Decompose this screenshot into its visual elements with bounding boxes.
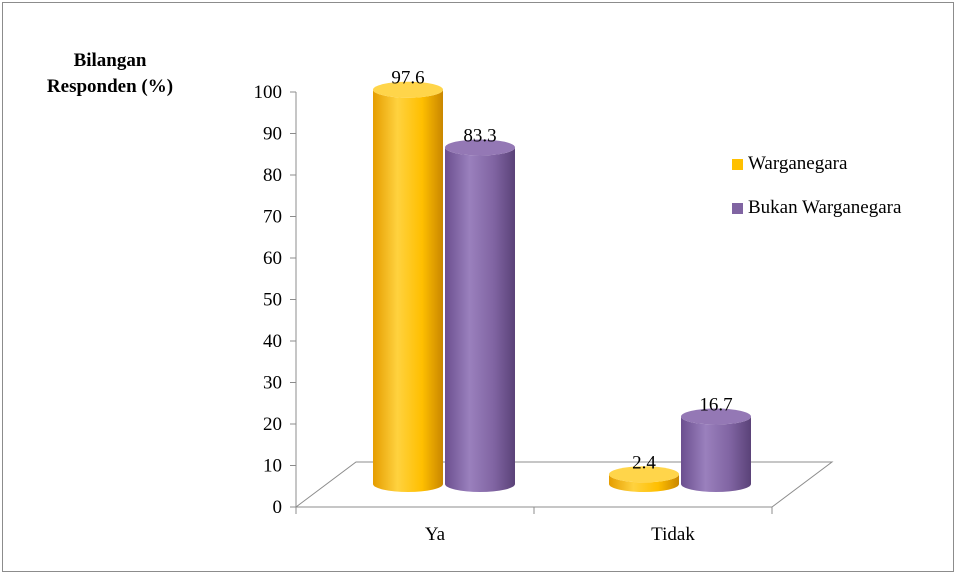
y-tick-label: 10 [263,456,282,477]
x-tick-label: Ya [425,524,446,545]
bar-body [609,474,679,492]
legend-item-warganegara: Warganegara [732,150,901,178]
y-axis-title: Bilangan Responden (%) [20,48,200,100]
legend-swatch-bukan-warganegara [732,202,743,214]
bar-top [445,139,515,156]
y-tick-label: 0 [273,497,283,518]
y-tick-label: 50 [263,290,282,311]
y-tick-label: 20 [263,414,282,435]
y-tick-label: 70 [263,207,282,228]
legend-item-bukan-warganegara: Bukan Warganegara [732,194,901,222]
bar-body [373,89,443,493]
data-label: 16.7 [699,395,732,416]
y-axis-title-line-2: Responden (%) [46,76,174,97]
bar-bukan-warganegara-tidak [681,408,751,492]
y-tick-label: 40 [263,331,282,352]
legend-label-warganegara: Warganegara [748,153,848,174]
bar-top [373,81,443,98]
y-tick-label: 60 [263,248,282,269]
legend-label-bukan-warganegara: Bukan Warganegara [748,197,902,218]
bar-body [681,416,751,492]
data-label: 2.4 [632,452,656,473]
bar-warganegara-ya [373,81,443,493]
y-tick-label: 30 [263,373,282,394]
y-axis-title-line-1: Bilangan [73,50,147,71]
bar-body [445,147,515,492]
y-tick-label: 90 [263,124,282,145]
bar-top [609,466,679,483]
legend: Warganegara Bukan Warganegara [732,150,901,238]
data-label: 97.6 [391,68,424,89]
bar-bukan-warganegara-ya [445,139,515,492]
bar-top [681,408,751,425]
x-tick-label: Tidak [651,524,695,545]
y-tick-label: 80 [263,165,282,186]
legend-swatch-warganegara [732,158,743,170]
bar-warganegara-tidak [609,466,679,492]
data-label: 83.3 [463,125,496,146]
y-tick-label: 100 [254,82,283,103]
